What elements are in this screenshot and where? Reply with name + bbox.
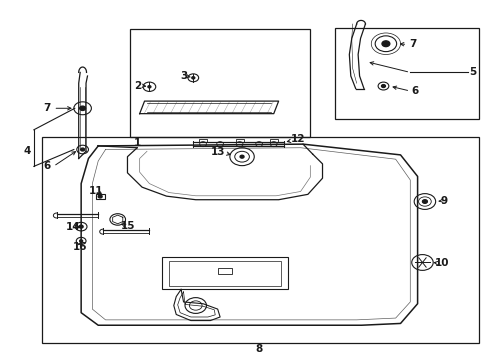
Text: 1: 1 <box>133 138 141 148</box>
Text: 15: 15 <box>121 221 136 231</box>
Bar <box>334 28 478 119</box>
Circle shape <box>80 240 82 242</box>
Text: 4: 4 <box>24 146 31 156</box>
Text: 9: 9 <box>440 196 447 206</box>
Bar <box>161 257 288 289</box>
Bar <box>235 139 243 142</box>
Text: 6: 6 <box>411 86 418 96</box>
Text: 13: 13 <box>210 147 224 157</box>
Bar <box>168 261 281 286</box>
Text: 11: 11 <box>88 186 103 196</box>
Text: 16: 16 <box>72 242 87 252</box>
Bar <box>217 267 232 274</box>
Text: 7: 7 <box>43 103 51 113</box>
Text: 12: 12 <box>290 134 305 144</box>
Bar <box>269 139 277 142</box>
Circle shape <box>240 155 244 158</box>
Bar <box>199 139 206 142</box>
Text: 14: 14 <box>65 222 80 231</box>
Text: 2: 2 <box>134 81 142 91</box>
Text: 8: 8 <box>255 343 262 354</box>
Circle shape <box>422 200 427 203</box>
Text: 7: 7 <box>408 40 416 49</box>
Circle shape <box>98 195 102 198</box>
Text: 5: 5 <box>468 67 475 77</box>
Circle shape <box>381 41 389 46</box>
Circle shape <box>79 225 83 228</box>
Text: 6: 6 <box>43 161 51 171</box>
Bar <box>42 137 478 343</box>
Bar <box>96 194 104 199</box>
Circle shape <box>148 86 151 88</box>
Text: 10: 10 <box>434 258 449 268</box>
Circle shape <box>381 85 385 87</box>
Bar <box>130 30 310 137</box>
Text: 3: 3 <box>180 71 187 81</box>
Circle shape <box>191 77 194 79</box>
Circle shape <box>81 148 84 151</box>
Circle shape <box>80 106 85 111</box>
